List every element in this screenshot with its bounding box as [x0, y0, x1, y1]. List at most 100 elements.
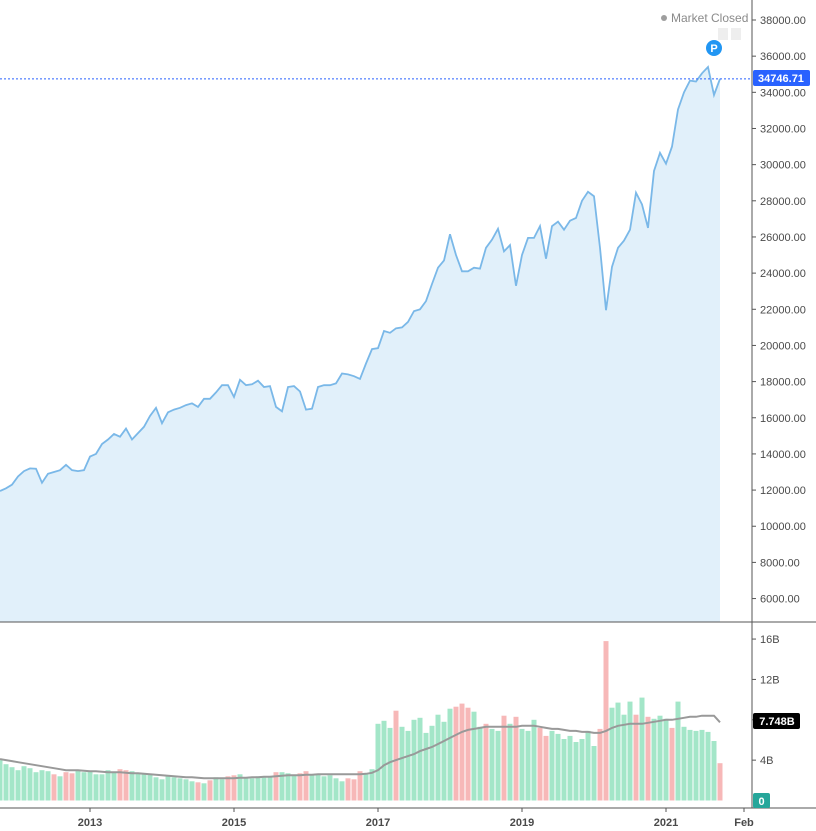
volume-bar: [627, 701, 633, 801]
price-axis-tick-label: 8000.00: [760, 557, 800, 569]
volume-bar: [531, 719, 537, 801]
time-axis[interactable]: 2013 2015 2017 2019 2021 Feb: [78, 808, 754, 829]
volume-bar: [261, 777, 267, 801]
volume-bar: [621, 714, 627, 801]
volume-bar: [351, 779, 357, 801]
price-axis-tick-label: 22000.00: [760, 304, 806, 316]
volume-bar: [303, 771, 309, 801]
volume-bar: [33, 772, 39, 801]
market-marker-label: P: [710, 43, 717, 55]
volume-bar: [99, 774, 105, 801]
volume-bar: [93, 774, 99, 801]
price-axis-tick-label: 34000.00: [760, 87, 806, 99]
price-axis-tick-label: 14000.00: [760, 449, 806, 461]
volume-bar: [75, 770, 81, 801]
volume-bar: [603, 641, 609, 801]
volume-bar: [465, 707, 471, 801]
volume-bar: [525, 730, 531, 801]
volume-bar: [405, 730, 411, 801]
volume-bar: [471, 711, 477, 801]
volume-bar: [345, 778, 351, 801]
volume-bar: [285, 773, 291, 801]
volume-bar: [423, 732, 429, 801]
volume-bar: [87, 771, 93, 801]
volume-bar: [393, 710, 399, 801]
volume-bar: [219, 779, 225, 801]
volume-bar: [633, 714, 639, 801]
volume-bar: [273, 772, 279, 801]
volume-bar: [189, 781, 195, 801]
volume-bar: [15, 770, 21, 801]
volume-bar: [297, 773, 303, 801]
volume-bar: [381, 720, 387, 801]
volume-bar: [591, 746, 597, 801]
volume-bar: [195, 782, 201, 801]
volume-bar: [495, 730, 501, 801]
time-axis-tick-label: Feb: [734, 817, 754, 829]
volume-bar: [651, 718, 657, 801]
volume-bar: [513, 716, 519, 801]
volume-axis-tick-label: 12B: [760, 674, 780, 686]
market-marker-icon[interactable]: [706, 40, 722, 56]
volume-pane[interactable]: [0, 641, 723, 801]
volume-bar: [363, 774, 369, 801]
volume-bar: [573, 742, 579, 801]
volume-bar: [579, 739, 585, 801]
market-status-label: Market Closed: [671, 11, 748, 25]
volume-bar: [681, 726, 687, 801]
price-axis-tick-label: 16000.00: [760, 413, 806, 425]
volume-bar: [117, 769, 123, 801]
volume-bar: [489, 728, 495, 801]
volume-bar: [705, 731, 711, 801]
volume-bar: [555, 733, 561, 801]
volume-bar: [507, 723, 513, 801]
volume-bar: [663, 718, 669, 801]
volume-bar: [153, 777, 159, 801]
time-axis-tick-label: 2019: [510, 817, 534, 829]
volume-bar: [687, 729, 693, 801]
volume-bar: [81, 772, 87, 801]
volume-bar: [177, 778, 183, 801]
volume-bar: [231, 775, 237, 801]
last-volume-badge: 7.748B: [753, 713, 800, 729]
volume-bar: [585, 730, 591, 801]
price-line: [0, 65, 721, 492]
status-dot-icon: [661, 15, 667, 21]
volume-bar: [135, 773, 141, 801]
volume-bar: [315, 774, 321, 801]
volume-bar: [237, 774, 243, 801]
status-placeholder-box: [731, 28, 741, 40]
volume-bar: [123, 770, 129, 801]
price-axis-tick-label: 24000.00: [760, 268, 806, 280]
volume-bar: [3, 764, 9, 801]
volume-bar: [399, 726, 405, 801]
price-axis-tick-label: 10000.00: [760, 521, 806, 533]
volume-bar: [183, 779, 189, 801]
volume-bar: [321, 776, 327, 801]
volume-bar: [327, 775, 333, 801]
volume-axis[interactable]: 16B12B8B4B: [752, 634, 780, 767]
volume-bar: [213, 777, 219, 801]
volume-bar: [171, 777, 177, 801]
volume-bar: [45, 771, 51, 801]
volume-bar: [267, 777, 273, 801]
volume-bar: [609, 707, 615, 801]
volume-bar: [435, 714, 441, 801]
volume-bar: [159, 779, 165, 801]
volume-bar: [147, 774, 153, 801]
price-axis[interactable]: 38000.00 36000.00 34000.00 32000.00 30000.00…: [752, 15, 806, 606]
volume-bar: [501, 715, 507, 801]
volume-bar: [447, 708, 453, 801]
volume-bar: [0, 760, 3, 801]
market-marker[interactable]: P: [706, 40, 722, 56]
price-pane[interactable]: [0, 65, 752, 622]
time-axis-tick-label: 2017: [366, 817, 390, 829]
volume-bar: [561, 739, 567, 801]
volume-bar: [243, 777, 249, 801]
volume-bar: [699, 729, 705, 801]
volume-bar: [225, 776, 231, 801]
volume-bar: [411, 719, 417, 801]
volume-bar: [369, 769, 375, 801]
zero-volume-label: 0: [758, 796, 764, 808]
